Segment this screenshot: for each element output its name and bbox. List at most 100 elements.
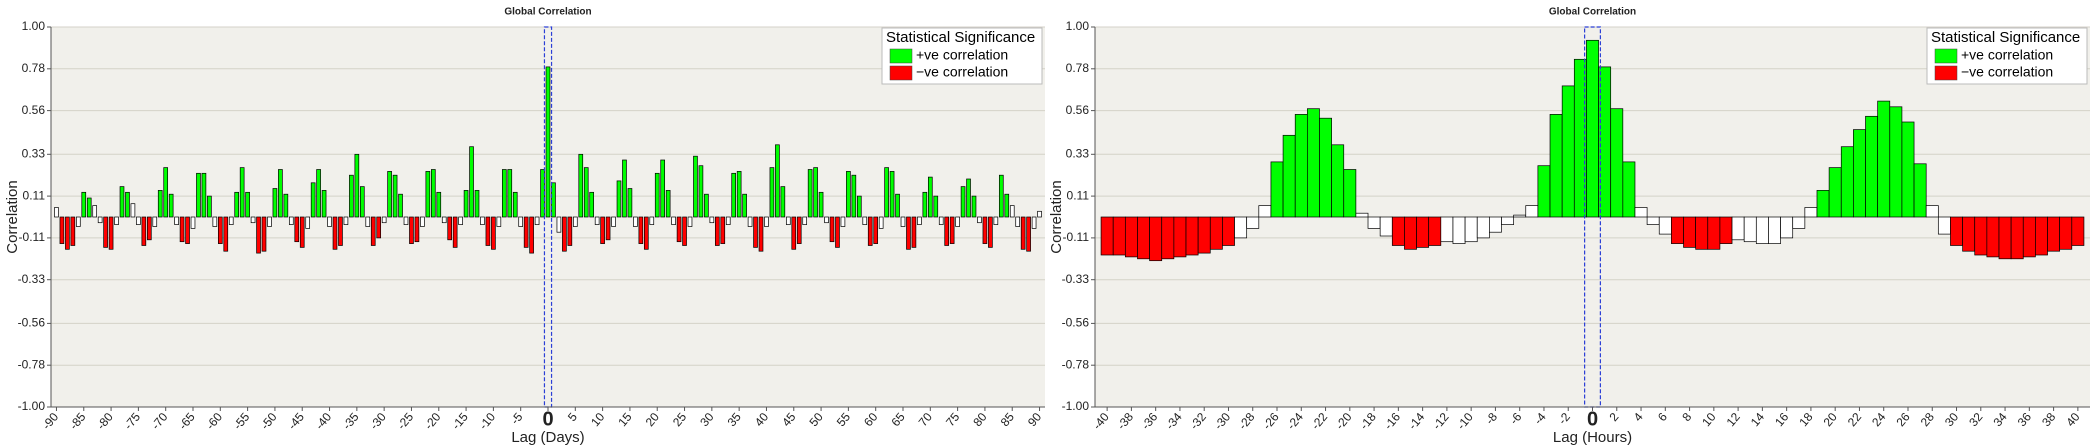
x-tick-label: 32: [1966, 410, 1986, 429]
bar: [283, 193, 289, 218]
y-tick-label: -0.11: [1063, 230, 1090, 244]
bar: [491, 216, 496, 250]
bar: [1889, 106, 1903, 218]
bar: [922, 191, 928, 218]
bar: [299, 216, 305, 248]
bar: [103, 216, 108, 248]
x-tick-label: 20: [1821, 410, 1841, 429]
bar: [86, 197, 92, 218]
bar: [97, 216, 103, 224]
legend-swatch: [1934, 48, 1958, 64]
bar: [1828, 167, 1842, 218]
bar: [1780, 216, 1794, 239]
x-tick-label: 35: [725, 410, 745, 429]
bar: [1634, 207, 1648, 218]
x-tick-label: 24: [1869, 410, 1889, 429]
bar: [1026, 216, 1031, 252]
bar: [906, 216, 911, 250]
bar: [1755, 216, 1769, 244]
bar: [278, 169, 283, 218]
bar: [196, 172, 201, 218]
x-tick-label: 10: [588, 410, 608, 429]
x-tick-label: 60: [861, 410, 881, 429]
bar: [977, 216, 982, 224]
x-tick-label: 40: [2063, 410, 2083, 429]
bar: [687, 216, 693, 227]
bar: [742, 193, 747, 218]
bar: [179, 216, 185, 243]
bar: [501, 169, 507, 218]
bar: [578, 153, 584, 218]
y-tick-label: -1.00: [18, 399, 46, 413]
bar: [370, 216, 376, 246]
bar: [600, 216, 605, 244]
y-tick-label: -0.78: [1062, 357, 1090, 371]
bar: [81, 191, 87, 218]
x-tick-label: 25: [670, 410, 690, 429]
bar: [223, 216, 229, 252]
x-tick-label: 40: [752, 410, 772, 429]
bar: [1804, 207, 1818, 218]
bar: [895, 193, 900, 218]
bar: [775, 144, 780, 218]
bar: [114, 216, 119, 225]
x-tick-label: 26: [1893, 410, 1913, 429]
bar: [92, 205, 98, 218]
bar: [403, 216, 409, 225]
bar: [1306, 108, 1320, 218]
bar: [152, 216, 158, 227]
bar: [163, 167, 169, 218]
x-tick-label: -12: [1430, 410, 1452, 433]
bar: [1925, 205, 1939, 218]
x-tick-label: 34: [1990, 410, 2010, 429]
bar: [731, 172, 737, 218]
bar: [1404, 216, 1417, 250]
bar: [2071, 216, 2085, 246]
x-tick-label: -20: [1333, 410, 1355, 433]
bar: [463, 190, 469, 218]
bar: [512, 191, 518, 218]
bar: [971, 195, 977, 218]
bar: [305, 216, 311, 229]
bar: [709, 216, 715, 224]
x-tick-label: -36: [1139, 410, 1161, 433]
bar: [256, 216, 261, 254]
bar: [1646, 216, 1660, 225]
x-axis-label: Lag (Hours): [1553, 429, 1632, 446]
bar: [1331, 144, 1345, 218]
bar: [267, 216, 272, 227]
bar: [1476, 216, 1490, 239]
bar: [753, 216, 758, 248]
bar: [671, 216, 676, 225]
bar: [982, 216, 988, 244]
bar: [338, 216, 343, 246]
bar: [245, 191, 250, 218]
bar: [239, 167, 245, 218]
bar: [900, 216, 906, 227]
bar: [474, 190, 480, 218]
bar: [1537, 165, 1551, 218]
x-tick-label: 14: [1748, 410, 1768, 429]
bar: [736, 171, 742, 218]
x-tick-label: 5: [565, 410, 580, 424]
bar: [911, 216, 917, 248]
y-tick-label: 0.11: [1067, 188, 1090, 202]
bar: [1671, 216, 1684, 244]
y-tick-label: 0.78: [1066, 61, 1090, 75]
bar: [1513, 214, 1527, 218]
bar: [354, 153, 360, 218]
x-tick-label: 38: [2039, 410, 2059, 429]
bar: [1489, 216, 1502, 233]
bar: [1319, 117, 1332, 218]
bar: [643, 216, 649, 250]
x-tick-label: -8: [1483, 410, 1501, 427]
bar: [125, 191, 130, 218]
legend-label: +ve correlation: [916, 47, 1008, 63]
bar: [829, 216, 835, 243]
bar: [714, 216, 720, 246]
bar: [70, 216, 76, 246]
bar: [764, 216, 769, 227]
bar: [1865, 115, 1879, 218]
bar: [190, 216, 196, 229]
